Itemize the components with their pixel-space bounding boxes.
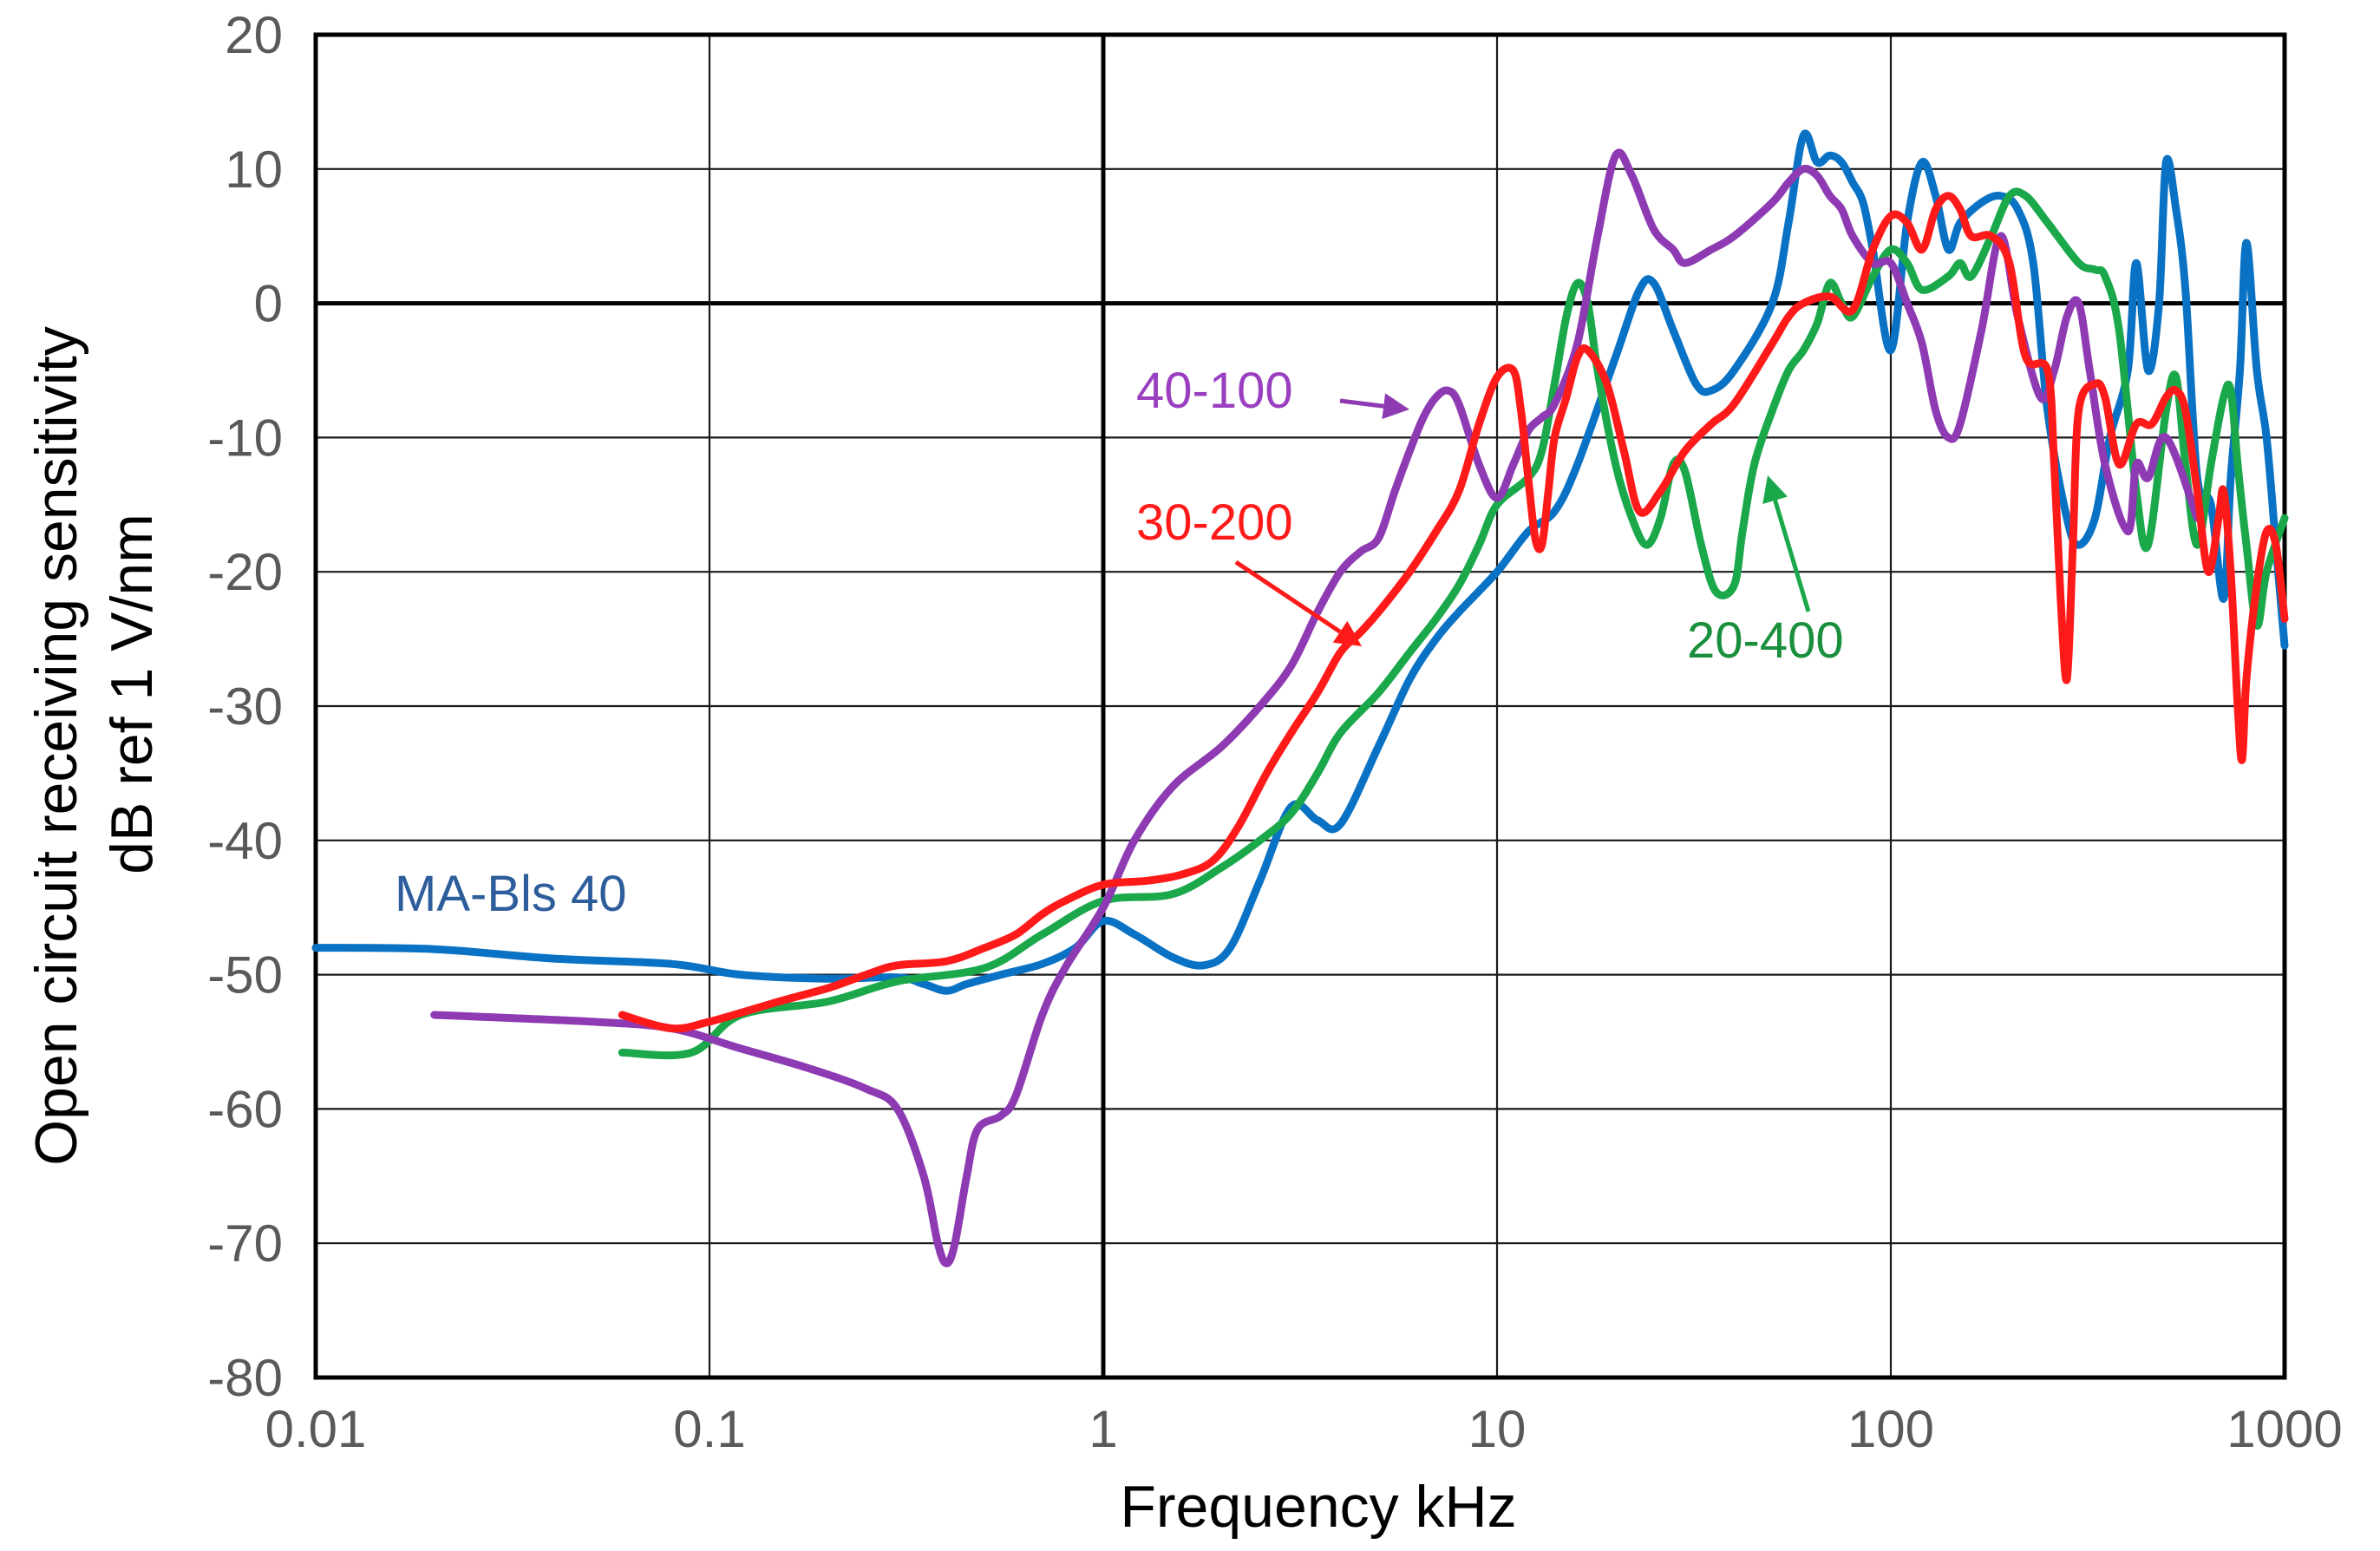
series-line-30-200 — [618, 192, 2289, 1033]
y-tick-label: -80 — [207, 1349, 283, 1407]
annotation-arrowhead-30-200 — [1332, 620, 1362, 646]
y-tick-label: 20 — [225, 6, 283, 64]
annotation-arrow-30-200 — [1234, 560, 1342, 634]
annotation-arrow-20-400 — [1773, 500, 1811, 612]
annotation-40-100: 40-100 — [1136, 363, 1293, 419]
y-tick-label: 10 — [225, 141, 283, 199]
y-tick-label: 0 — [254, 275, 283, 333]
plot-frame — [313, 32, 2287, 1380]
y-axis-title: Open circuit receiving sensitivity — [23, 326, 89, 1165]
x-axis-title: Frequency kHz — [1120, 1474, 1516, 1540]
y-tick-label: -50 — [207, 946, 283, 1005]
x-tick-label: 0.01 — [265, 1400, 367, 1458]
annotation-arrowhead-20-400 — [1762, 475, 1788, 505]
series-line-20-400 — [618, 187, 2289, 1060]
annotation-20-400: 20-400 — [1687, 612, 1844, 669]
annotation-arrowhead-40-100 — [1382, 393, 1409, 420]
annotation-arrow-40-100 — [1339, 398, 1384, 409]
x-tick-label: 10 — [1468, 1400, 1527, 1458]
x-tick-label: 1 — [1089, 1400, 1117, 1458]
series-line-40-100 — [430, 148, 2201, 1267]
y-tick-label: -70 — [207, 1214, 283, 1273]
y-tick-label: -30 — [207, 677, 283, 736]
y-tick-label: -20 — [207, 543, 283, 601]
y-tick-label: -40 — [207, 812, 283, 870]
annotations: MA-Bls 40 40-100 30-200 20-400 — [395, 363, 1844, 922]
y-tick-label: -10 — [207, 409, 283, 467]
annotation-ma-bls-40: MA-Bls 40 — [395, 866, 627, 922]
x-tick-label: 100 — [1847, 1400, 1934, 1458]
x-tick-label: 1000 — [2226, 1400, 2342, 1458]
y-axis-subtitle: dB ref 1 V/nm — [99, 514, 165, 874]
series-line-ma-bls-40 — [311, 129, 2289, 995]
grid — [313, 32, 2287, 1380]
annotation-30-200: 30-200 — [1136, 494, 1293, 551]
series-layer — [311, 129, 2289, 1267]
x-tick-label: 0.1 — [673, 1400, 745, 1458]
y-tick-label: -60 — [207, 1080, 283, 1138]
